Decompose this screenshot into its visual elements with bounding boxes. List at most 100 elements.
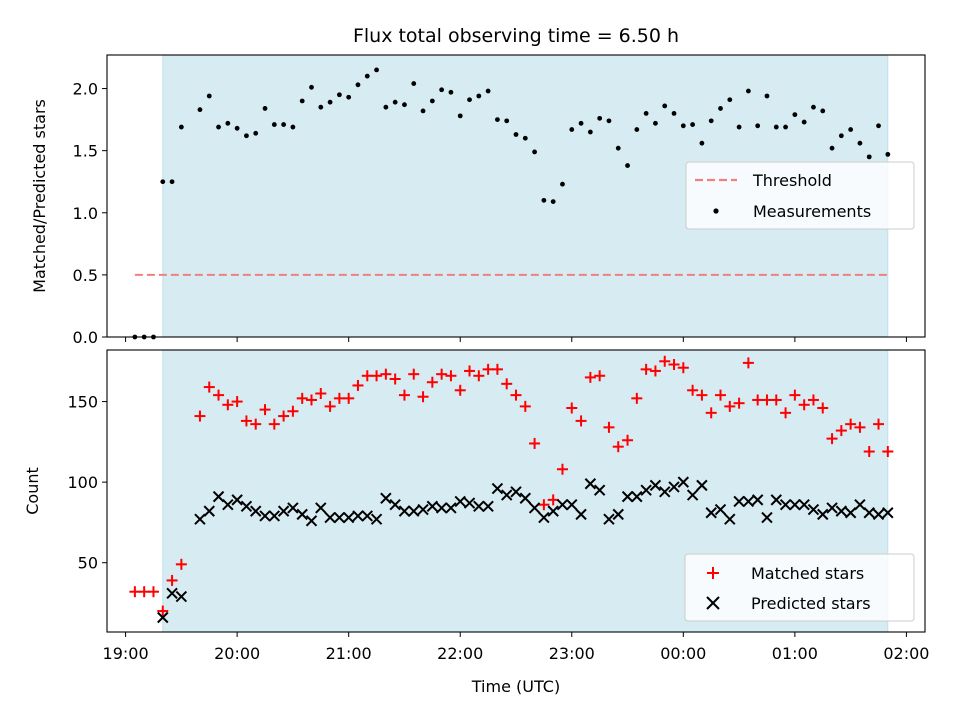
matched-star-point xyxy=(547,494,559,506)
matched-star-point xyxy=(584,371,596,383)
bottom-xtick-label: 01:00 xyxy=(772,644,818,663)
top-y-axis-label: Matched/Predicted stars xyxy=(30,99,49,293)
predicted-star-point xyxy=(686,489,699,501)
predicted-star-point xyxy=(575,508,587,521)
matched-star-point xyxy=(166,574,178,586)
matched-star-point xyxy=(826,433,838,445)
matched-star-point xyxy=(770,394,782,406)
matched-star-point xyxy=(761,394,773,406)
predicted-star-point xyxy=(166,587,178,600)
top-plot-frame xyxy=(106,54,926,338)
matched-star-point xyxy=(873,418,885,430)
measurement-point xyxy=(327,99,333,105)
measurement-point xyxy=(606,118,612,124)
matched-star-point xyxy=(491,363,503,375)
matched-star-point xyxy=(501,378,513,390)
matched-star-point xyxy=(863,446,875,458)
measurement-point xyxy=(643,110,649,116)
predicted-star-point xyxy=(296,508,308,521)
matched-star-point xyxy=(668,359,680,371)
measurement-point xyxy=(811,104,816,110)
predicted-star-point xyxy=(231,494,243,506)
predicted-star-point xyxy=(277,505,290,517)
matched-star-point xyxy=(464,365,476,377)
measurement-point xyxy=(550,199,556,204)
matched-star-point xyxy=(213,389,225,401)
predicted-star-point xyxy=(398,505,411,517)
measurement-point xyxy=(271,122,277,127)
matched-star-point xyxy=(622,434,634,446)
predicted-star-point xyxy=(324,511,336,524)
matched-star-point xyxy=(594,370,606,382)
predicted-star-point xyxy=(826,502,838,514)
measurement-point xyxy=(662,103,668,109)
predicted-star-point xyxy=(714,503,727,516)
measurement-point xyxy=(318,104,324,110)
predicted-star-point xyxy=(435,502,448,514)
measurement-point xyxy=(560,181,565,187)
top-legend-box xyxy=(685,161,915,230)
bottom-legend-predicted-swatch xyxy=(706,596,720,610)
measurement-point xyxy=(727,97,733,103)
predicted-star-point xyxy=(445,502,457,514)
bottom-predicted-points xyxy=(157,476,894,624)
bottom-legend-predicted-label: Predicted stars xyxy=(751,594,871,613)
matched-star-point xyxy=(259,404,271,416)
measurement-point xyxy=(467,97,472,103)
bottom-xtick-label: 21:00 xyxy=(326,644,372,663)
measurement-point xyxy=(820,108,826,114)
matched-star-point xyxy=(575,415,587,427)
predicted-star-point xyxy=(751,494,764,506)
matched-star-point xyxy=(426,376,438,388)
predicted-star-point xyxy=(268,510,281,522)
measurement-point xyxy=(225,120,231,126)
predicted-star-point xyxy=(556,498,569,511)
predicted-star-point xyxy=(724,513,736,525)
bottom-xtick-label: 20:00 xyxy=(214,644,260,663)
matched-star-point xyxy=(380,368,392,380)
predicted-star-point xyxy=(250,505,262,517)
predicted-star-point xyxy=(863,507,875,519)
measurement-point xyxy=(309,84,314,90)
bottom-legend-matched-swatch xyxy=(707,567,719,579)
measurement-point xyxy=(216,124,221,130)
top-ytick-label: 1.5 xyxy=(73,142,98,161)
predicted-star-point xyxy=(538,511,550,524)
measurement-point xyxy=(206,93,212,99)
top-panel: 0.00.51.01.52.0 Matched/Predicted stars … xyxy=(30,54,926,347)
measurement-point xyxy=(578,120,584,126)
measurement-point xyxy=(355,82,361,88)
measurement-point xyxy=(178,124,184,130)
measurement-point xyxy=(532,149,537,155)
matched-star-point xyxy=(203,381,215,393)
measurement-point xyxy=(374,67,379,73)
measurement-point xyxy=(383,104,389,110)
matched-star-point xyxy=(278,410,290,422)
measurement-point xyxy=(866,154,872,160)
matched-star-point xyxy=(268,418,280,430)
measurement-point xyxy=(420,108,426,114)
top-y-ticks: 0.0 0.5 1.0 1.5 2.0 xyxy=(73,80,107,347)
predicted-star-point xyxy=(203,505,215,517)
measurement-point xyxy=(569,127,575,132)
measurement-point xyxy=(429,98,435,104)
matched-star-point xyxy=(556,463,568,475)
predicted-star-point xyxy=(240,500,253,513)
matched-star-point xyxy=(807,394,819,406)
predicted-star-point xyxy=(473,500,485,513)
predicted-star-point xyxy=(733,495,745,508)
measurement-point xyxy=(253,130,259,136)
matched-star-point xyxy=(175,558,187,570)
measurement-point xyxy=(513,132,519,137)
predicted-star-point xyxy=(603,513,615,525)
predicted-star-point xyxy=(835,505,848,517)
matched-star-point xyxy=(296,392,308,404)
measurement-point xyxy=(495,117,500,122)
top-legend-measurement-swatch xyxy=(713,208,719,214)
predicted-star-point xyxy=(389,498,401,511)
predicted-star-point xyxy=(789,498,801,511)
predicted-star-point xyxy=(696,479,708,492)
bottom-xtick-label: 19:00 xyxy=(103,644,149,663)
predicted-star-point xyxy=(584,478,597,490)
